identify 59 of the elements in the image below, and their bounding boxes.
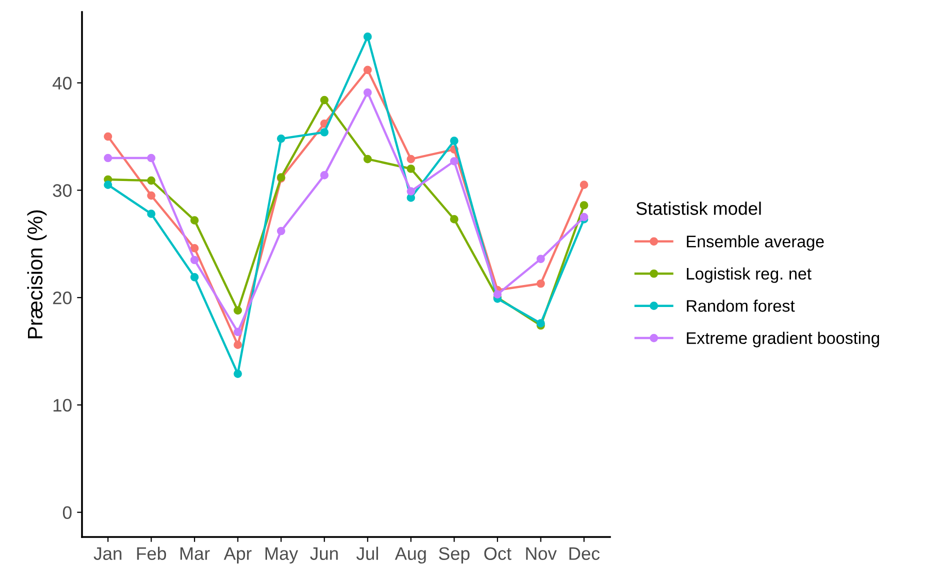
x-tick-label: Jul	[356, 546, 378, 560]
point	[234, 328, 242, 336]
y-axis-title: Præcision (%)	[27, 210, 47, 338]
point	[320, 171, 329, 180]
point	[580, 201, 588, 210]
legend-label: Ensemble average	[686, 235, 824, 251]
point	[190, 216, 199, 224]
point	[104, 154, 112, 162]
x-tick-label: Mar	[180, 547, 210, 560]
point	[536, 254, 545, 264]
point	[190, 273, 199, 282]
point	[580, 180, 588, 190]
point	[104, 132, 112, 141]
x-tick-label: Sep	[438, 547, 470, 564]
point	[450, 157, 458, 166]
point	[450, 136, 458, 145]
point	[234, 370, 242, 378]
point	[406, 164, 416, 173]
x-tick-label: Oct	[484, 547, 512, 560]
point	[450, 215, 458, 224]
point	[363, 88, 372, 97]
point	[234, 306, 242, 315]
x-tick-label: Jun	[310, 547, 338, 560]
point	[147, 176, 156, 185]
x-tick-label: Nov	[526, 547, 557, 560]
y-tick-label: 40	[52, 76, 72, 90]
x-tick-label: Aug	[394, 547, 426, 564]
point	[406, 187, 416, 196]
legend-label: Random forest	[686, 300, 795, 312]
point	[363, 66, 372, 74]
point	[363, 154, 372, 164]
legend-label: Extreme gradient boosting	[686, 332, 880, 348]
y-tick-label: 10	[54, 398, 72, 412]
y-tick-label: 20	[53, 292, 72, 304]
point	[580, 212, 588, 222]
x-tick-label: Jan	[94, 547, 122, 560]
point	[190, 256, 199, 264]
point	[536, 279, 545, 288]
x-tick-label: May	[266, 547, 298, 564]
y-tick-label: 30	[52, 184, 72, 197]
point	[147, 154, 156, 162]
point	[276, 226, 286, 236]
point	[320, 128, 329, 136]
x-tick-label: Dec	[569, 547, 600, 560]
point	[190, 244, 199, 252]
point	[234, 340, 242, 349]
x-tick-label: Feb	[137, 546, 166, 560]
point	[363, 32, 372, 41]
point	[493, 290, 502, 299]
legend-title: Statistisk model	[636, 202, 761, 215]
point	[104, 180, 112, 190]
point	[276, 134, 286, 143]
point	[147, 191, 156, 200]
point	[320, 96, 329, 104]
x-tick-label: Apr	[224, 547, 252, 564]
y-tick-label: 0	[62, 506, 72, 520]
point	[406, 154, 416, 164]
point	[147, 210, 156, 218]
legend-label: Logistisk reg. net	[686, 267, 812, 283]
